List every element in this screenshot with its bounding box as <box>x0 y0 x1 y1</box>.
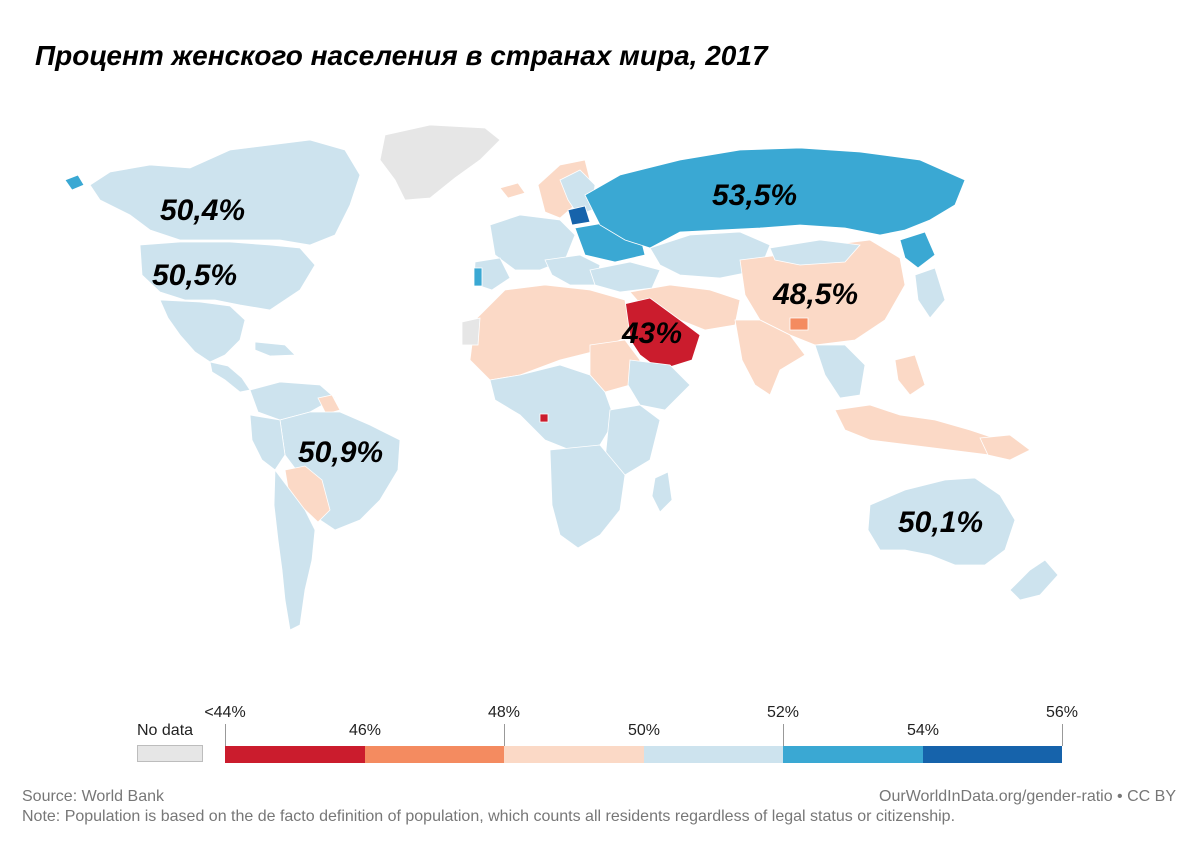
legend-bin-lt44-46[interactable] <box>225 746 365 763</box>
legend-tick-line <box>1062 724 1063 746</box>
callout-usa: 50,5% <box>152 259 237 292</box>
country-finland-sweden[interactable] <box>559 169 596 216</box>
country-western-sahara[interactable] <box>461 317 481 346</box>
callout-russia: 53,5% <box>712 179 797 212</box>
country-turkey[interactable] <box>589 261 661 293</box>
country-nepal[interactable] <box>789 317 809 331</box>
legend-tick-lt44: <44% <box>204 704 246 721</box>
footer-note: Note: Population is based on the de fact… <box>22 808 956 825</box>
country-equatorial-guinea[interactable] <box>539 413 549 423</box>
callout-brazil: 50,9% <box>298 436 383 469</box>
country-mongolia[interactable] <box>769 239 861 266</box>
country-central-america[interactable] <box>209 361 251 393</box>
legend-tick-56: 56% <box>1045 704 1079 721</box>
country-greenland[interactable] <box>379 124 501 201</box>
country-papua-new-guinea[interactable] <box>979 434 1031 461</box>
legend-bin-46-48[interactable] <box>365 746 504 763</box>
country-usa[interactable] <box>139 241 316 311</box>
callout-canada: 50,4% <box>160 194 245 227</box>
country-russia[interactable] <box>584 147 966 249</box>
country-india[interactable] <box>734 319 806 396</box>
country-baltics[interactable] <box>567 205 591 226</box>
map-title: Процент женского населения в странах мир… <box>35 40 768 71</box>
legend-tick-line <box>225 724 226 746</box>
legend-bin-48-50[interactable] <box>504 746 644 763</box>
legend-tick-54: 54% <box>906 722 940 739</box>
country-southeast-asia[interactable] <box>814 344 866 399</box>
legend-tick-line <box>783 724 784 746</box>
legend-bin-52-54[interactable] <box>783 746 923 763</box>
legend-no-data-label: No data <box>137 722 194 739</box>
footer-source: Source: World Bank <box>22 788 164 805</box>
legend-bin-54-56[interactable] <box>923 746 1062 763</box>
legend-tick-50: 50% <box>627 722 661 739</box>
legend-tick-46: 46% <box>348 722 382 739</box>
country-korea-japan[interactable] <box>914 267 946 319</box>
country-new-zealand[interactable] <box>1009 559 1059 601</box>
footer-site-link[interactable]: OurWorldInData.org/gender-ratio • CC BY <box>879 788 1176 805</box>
country-ethiopia-horn[interactable] <box>627 359 691 411</box>
country-peru[interactable] <box>249 414 286 471</box>
country-southern-africa[interactable] <box>549 444 626 549</box>
country-saudi-arabia[interactable] <box>619 297 701 371</box>
country-guyana[interactable] <box>317 394 341 415</box>
country-russia-far-east[interactable] <box>899 231 936 269</box>
country-portugal[interactable] <box>473 267 483 287</box>
callout-china: 48,5% <box>772 278 858 311</box>
callout-australia: 50,1% <box>898 506 983 539</box>
country-philippines[interactable] <box>894 354 926 396</box>
country-indonesia[interactable] <box>834 404 1001 456</box>
country-australia[interactable] <box>867 477 1016 566</box>
callout-saudi-arabia: 43% <box>621 317 682 350</box>
world-map: 50,4% 50,5% 50,9% 53,5% 43% 48,5% 50,1% <box>64 124 1059 631</box>
legend-tick-48: 48% <box>487 704 521 721</box>
country-argentina-chile[interactable] <box>273 468 316 631</box>
country-iceland[interactable] <box>499 182 526 199</box>
legend-tick-52: 52% <box>766 704 800 721</box>
country-mexico[interactable] <box>159 299 246 363</box>
legend-bin-50-52[interactable] <box>644 746 783 763</box>
legend-no-data-swatch <box>137 745 203 762</box>
legend-tick-line <box>504 724 505 746</box>
country-caribbean[interactable] <box>254 341 296 357</box>
country-canada[interactable] <box>89 139 361 246</box>
country-small-island[interactable] <box>64 174 85 191</box>
country-madagascar[interactable] <box>651 471 673 513</box>
